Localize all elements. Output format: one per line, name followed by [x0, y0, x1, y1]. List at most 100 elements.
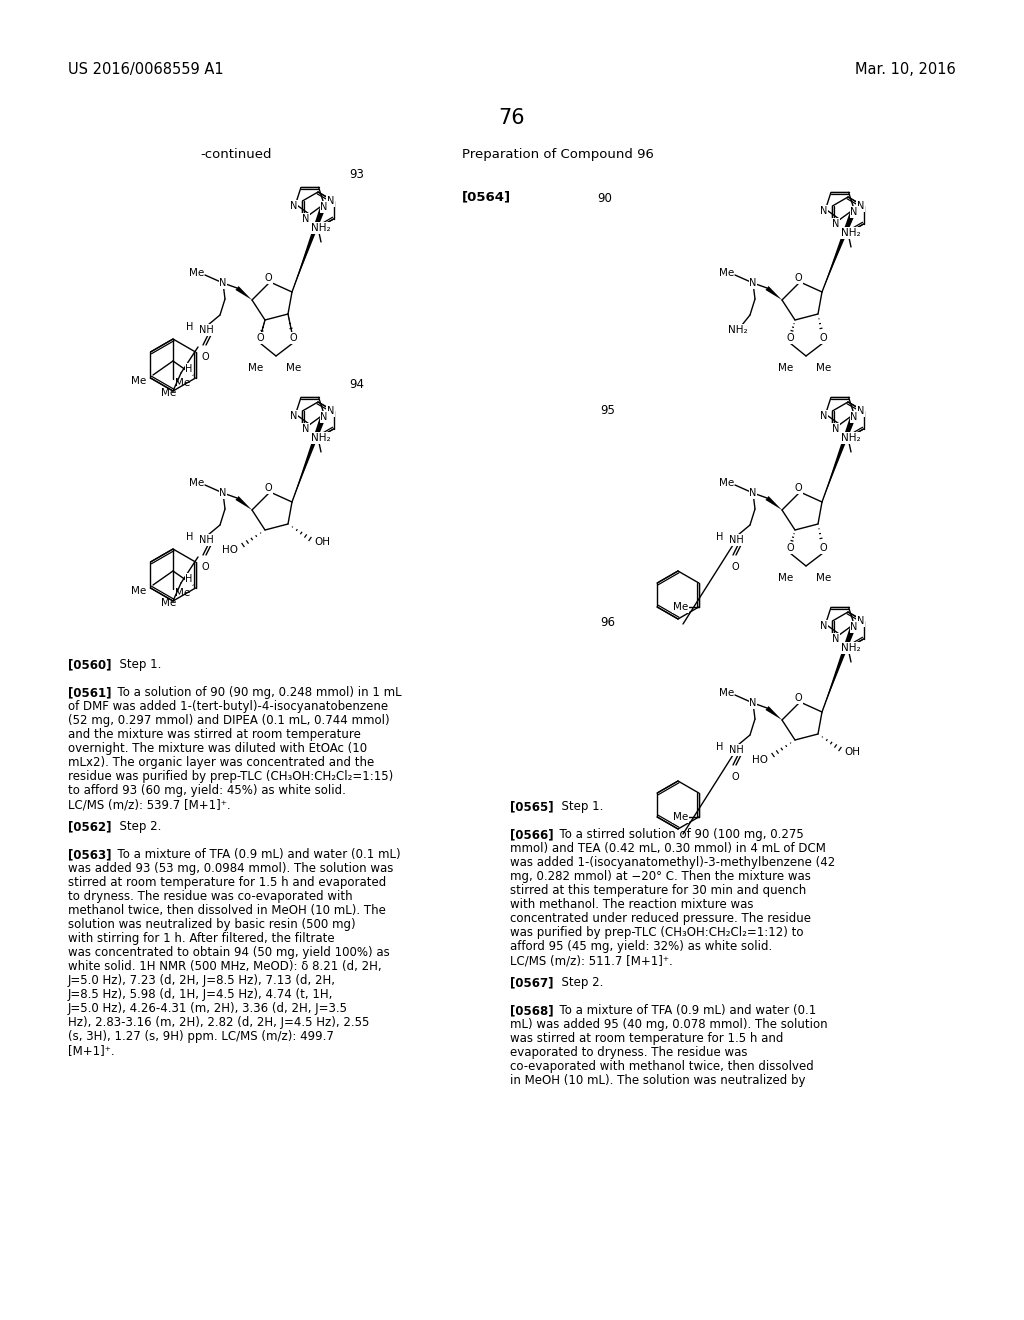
Text: mL) was added 95 (40 mg, 0.078 mmol). The solution: mL) was added 95 (40 mg, 0.078 mmol). Th…	[510, 1019, 827, 1031]
Text: afford 95 (45 mg, yield: 32%) as white solid.: afford 95 (45 mg, yield: 32%) as white s…	[510, 940, 772, 953]
Text: NH: NH	[729, 744, 743, 755]
Text: Preparation of Compound 96: Preparation of Compound 96	[462, 148, 654, 161]
Text: to afford 93 (60 mg, yield: 45%) as white solid.: to afford 93 (60 mg, yield: 45%) as whit…	[68, 784, 346, 797]
Text: NH₂: NH₂	[311, 223, 331, 234]
Text: concentrated under reduced pressure. The residue: concentrated under reduced pressure. The…	[510, 912, 811, 925]
Text: Me: Me	[720, 688, 734, 698]
Text: N: N	[820, 411, 827, 421]
Polygon shape	[292, 413, 327, 502]
Text: stirred at this temperature for 30 min and quench: stirred at this temperature for 30 min a…	[510, 884, 806, 898]
Text: N: N	[750, 698, 757, 708]
Text: Me: Me	[162, 598, 176, 609]
Text: O: O	[786, 333, 794, 343]
Text: H: H	[185, 574, 193, 583]
Text: O: O	[264, 273, 271, 282]
Text: HO: HO	[222, 545, 238, 554]
Text: Step 2.: Step 2.	[112, 821, 162, 833]
Text: N: N	[831, 424, 839, 434]
Text: NH: NH	[199, 535, 213, 545]
Text: 76: 76	[499, 108, 525, 128]
Text: -continued: -continued	[200, 148, 271, 161]
Text: in MeOH (10 mL). The solution was neutralized by: in MeOH (10 mL). The solution was neutra…	[510, 1074, 806, 1088]
Text: N: N	[857, 616, 864, 626]
Text: Me: Me	[249, 363, 263, 374]
Text: [0567]: [0567]	[510, 977, 554, 990]
Text: N: N	[750, 488, 757, 498]
Text: N: N	[857, 201, 864, 211]
Text: O: O	[731, 772, 738, 781]
Text: To a solution of 90 (90 mg, 0.248 mmol) in 1 mL: To a solution of 90 (90 mg, 0.248 mmol) …	[110, 686, 401, 700]
Text: OH: OH	[314, 537, 330, 546]
Text: Hz), 2.83-3.16 (m, 2H), 2.82 (d, 2H, J=4.5 Hz), 2.55: Hz), 2.83-3.16 (m, 2H), 2.82 (d, 2H, J=4…	[68, 1016, 370, 1030]
Text: N: N	[327, 407, 334, 416]
Text: N: N	[820, 622, 827, 631]
Text: O: O	[264, 483, 271, 492]
Text: (52 mg, 0.297 mmol) and DIPEA (0.1 mL, 0.744 mmol): (52 mg, 0.297 mmol) and DIPEA (0.1 mL, 0…	[68, 714, 389, 727]
Text: [0568]: [0568]	[510, 1005, 554, 1018]
Text: to dryness. The residue was co-evaporated with: to dryness. The residue was co-evaporate…	[68, 891, 352, 903]
Text: O: O	[819, 543, 826, 553]
Text: Me: Me	[189, 478, 205, 488]
Text: Me: Me	[778, 363, 794, 374]
Text: Me: Me	[162, 388, 176, 399]
Text: O: O	[256, 333, 264, 343]
Text: N: N	[831, 219, 839, 228]
Text: N: N	[219, 279, 226, 288]
Text: O: O	[201, 352, 209, 362]
Text: NH₂: NH₂	[841, 228, 861, 238]
Polygon shape	[822, 209, 857, 292]
Text: N: N	[302, 214, 309, 224]
Text: N: N	[850, 207, 858, 216]
Text: Me: Me	[175, 378, 190, 388]
Text: N: N	[850, 622, 858, 632]
Text: NH₂: NH₂	[728, 325, 748, 335]
Text: O: O	[795, 273, 802, 282]
Text: N: N	[321, 202, 328, 213]
Text: [0560]: [0560]	[68, 657, 112, 671]
Text: NH₂: NH₂	[311, 433, 331, 444]
Text: N: N	[857, 407, 864, 416]
Text: LC/MS (m/z): 511.7 [M+1]⁺.: LC/MS (m/z): 511.7 [M+1]⁺.	[510, 954, 673, 968]
Text: J=5.0 Hz), 7.23 (d, 2H, J=8.5 Hz), 7.13 (d, 2H,: J=5.0 Hz), 7.23 (d, 2H, J=8.5 Hz), 7.13 …	[68, 974, 336, 987]
Text: Me: Me	[287, 363, 302, 374]
Text: Me: Me	[816, 363, 831, 374]
Text: Mar. 10, 2016: Mar. 10, 2016	[855, 62, 956, 77]
Text: Me: Me	[816, 573, 831, 583]
Text: Me: Me	[720, 268, 734, 279]
Text: and the mixture was stirred at room temperature: and the mixture was stirred at room temp…	[68, 729, 360, 741]
Text: HO: HO	[752, 755, 768, 766]
Text: overnight. The mixture was diluted with EtOAc (10: overnight. The mixture was diluted with …	[68, 742, 368, 755]
Text: was concentrated to obtain 94 (50 mg, yield 100%) as: was concentrated to obtain 94 (50 mg, yi…	[68, 946, 390, 960]
Polygon shape	[236, 286, 252, 300]
Text: J=8.5 Hz), 5.98 (d, 1H, J=4.5 Hz), 4.74 (t, 1H,: J=8.5 Hz), 5.98 (d, 1H, J=4.5 Hz), 4.74 …	[68, 989, 334, 1002]
Text: N: N	[831, 634, 839, 644]
Text: OH: OH	[844, 747, 860, 756]
Text: Me: Me	[189, 268, 205, 279]
Text: Step 1.: Step 1.	[554, 800, 603, 813]
Text: O: O	[819, 333, 826, 343]
Text: N: N	[850, 412, 858, 422]
Text: evaporated to dryness. The residue was: evaporated to dryness. The residue was	[510, 1047, 748, 1060]
Text: was purified by prep-TLC (CH₃OH:CH₂Cl₂=1:12) to: was purified by prep-TLC (CH₃OH:CH₂Cl₂=1…	[510, 927, 804, 939]
Text: [0565]: [0565]	[510, 800, 554, 813]
Text: To a stirred solution of 90 (100 mg, 0.275: To a stirred solution of 90 (100 mg, 0.2…	[552, 828, 804, 841]
Text: 96: 96	[600, 615, 615, 628]
Text: O: O	[795, 483, 802, 492]
Text: Me: Me	[673, 602, 688, 612]
Text: Me: Me	[720, 478, 734, 488]
Text: [0564]: [0564]	[462, 190, 511, 203]
Text: [0563]: [0563]	[68, 849, 112, 862]
Text: N: N	[750, 279, 757, 288]
Text: Me: Me	[131, 376, 146, 385]
Text: [0562]: [0562]	[68, 821, 112, 833]
Text: (s, 3H), 1.27 (s, 9H) ppm. LC/MS (m/z): 499.7: (s, 3H), 1.27 (s, 9H) ppm. LC/MS (m/z): …	[68, 1031, 334, 1043]
Text: co-evaporated with methanol twice, then dissolved: co-evaporated with methanol twice, then …	[510, 1060, 814, 1073]
Text: J=5.0 Hz), 4.26-4.31 (m, 2H), 3.36 (d, 2H, J=3.5: J=5.0 Hz), 4.26-4.31 (m, 2H), 3.36 (d, 2…	[68, 1002, 348, 1015]
Text: mmol) and TEA (0.42 mL, 0.30 mmol) in 4 mL of DCM: mmol) and TEA (0.42 mL, 0.30 mmol) in 4 …	[510, 842, 826, 855]
Text: O: O	[795, 693, 802, 704]
Text: was stirred at room temperature for 1.5 h and: was stirred at room temperature for 1.5 …	[510, 1032, 783, 1045]
Text: solution was neutralized by basic resin (500 mg): solution was neutralized by basic resin …	[68, 919, 355, 932]
Polygon shape	[765, 286, 782, 300]
Text: was added 1-(isocyanatomethyl)-3-methylbenzene (42: was added 1-(isocyanatomethyl)-3-methylb…	[510, 855, 836, 869]
Text: Me: Me	[131, 586, 146, 597]
